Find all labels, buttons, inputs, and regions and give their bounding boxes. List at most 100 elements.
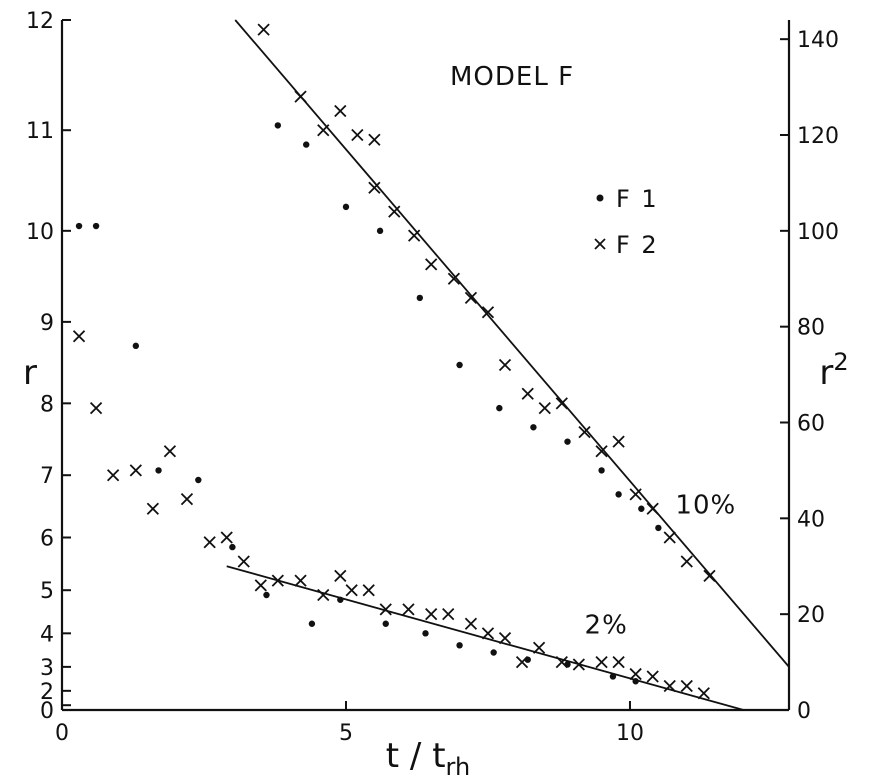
data-point-f2 xyxy=(464,617,478,630)
fit-line-10pct xyxy=(234,19,790,668)
data-point-f2 xyxy=(578,425,591,439)
data-point-f2 xyxy=(237,555,250,568)
data-point-f2 xyxy=(680,679,693,693)
y-left-tick-label: 6 xyxy=(40,527,54,552)
cross-stroke xyxy=(89,401,103,415)
y-right-tick-label: 120 xyxy=(797,124,839,149)
cross-stroke xyxy=(317,124,330,137)
data-point-f2 xyxy=(447,272,461,285)
fit-lines xyxy=(226,19,790,711)
annotation-label: 2% xyxy=(585,610,628,640)
data-point-f2 xyxy=(388,205,401,218)
data-point-f2 xyxy=(521,387,534,400)
cross-stroke xyxy=(351,128,364,142)
y-left-tick-label: 11 xyxy=(26,119,54,144)
data-point-f2 xyxy=(402,603,415,616)
cross-stroke xyxy=(254,579,267,592)
data-point-f1 xyxy=(416,294,424,302)
legend-label: F 2 xyxy=(616,231,659,259)
cross-stroke xyxy=(481,627,495,640)
data-point-f2 xyxy=(646,502,659,515)
cross-stroke xyxy=(220,531,233,544)
cross-stroke xyxy=(271,574,284,587)
data-point-f2 xyxy=(294,574,307,587)
data-point-f1 xyxy=(155,467,162,474)
data-point-f2 xyxy=(294,90,307,103)
y-left-tick-label: 8 xyxy=(40,392,54,417)
data-point-f2 xyxy=(464,291,478,305)
y-right-tick-label: 100 xyxy=(797,220,839,245)
cross-stroke xyxy=(345,584,358,597)
data-point-f2 xyxy=(89,401,103,415)
data-point-f2 xyxy=(163,445,177,458)
cross-stroke xyxy=(629,667,642,681)
cross-stroke xyxy=(368,181,381,194)
cross-stroke xyxy=(106,469,120,482)
data-point-f2 xyxy=(180,493,194,506)
data-point-f1 xyxy=(195,476,202,484)
cross-stroke xyxy=(646,502,659,515)
data-point-f2 xyxy=(106,469,120,482)
data-point-f2 xyxy=(351,128,364,142)
data-point-f2 xyxy=(362,584,375,597)
cross-stroke xyxy=(203,536,216,549)
y-axis-right-title: r2 xyxy=(819,348,848,393)
data-point-f1 xyxy=(615,491,622,498)
data-point-f2 xyxy=(368,181,381,194)
legend: F 1 F 2 xyxy=(594,185,659,259)
cross-stroke xyxy=(663,679,676,693)
data-point-f1 xyxy=(92,222,100,230)
data-point-f2 xyxy=(334,569,347,582)
data-point-f1 xyxy=(132,342,140,350)
cross-stroke xyxy=(294,574,307,587)
x-axis-title-sub: rh xyxy=(446,753,471,779)
y-right-tick-label: 0 xyxy=(797,699,811,724)
y-right-tick-label: 80 xyxy=(797,316,825,341)
data-point-f2 xyxy=(498,358,512,372)
data-point-f1 xyxy=(638,505,645,512)
y-left-tick-label: 9 xyxy=(40,311,54,336)
data-point-f2 xyxy=(203,536,216,549)
cross-stroke xyxy=(425,258,438,271)
data-point-f2 xyxy=(663,679,676,693)
cross-stroke xyxy=(555,655,568,669)
data-point-f1 xyxy=(609,673,617,680)
data-point-f2 xyxy=(254,579,267,592)
data-point-f2 xyxy=(379,603,392,616)
cross-stroke xyxy=(334,569,347,582)
x-tick-label: 0 xyxy=(55,721,69,746)
data-point-f2 xyxy=(646,670,659,683)
y-left-tick-label: 5 xyxy=(40,579,54,604)
data-point-f2 xyxy=(595,655,608,669)
cross-stroke xyxy=(532,641,546,654)
data-point-f1 xyxy=(376,227,384,235)
cross-stroke xyxy=(595,445,608,458)
cross-stroke xyxy=(388,205,401,218)
data-point-f1 xyxy=(308,620,316,627)
data-point-f1 xyxy=(456,642,463,649)
data-point-f1 xyxy=(564,438,571,445)
cross-stroke xyxy=(629,488,642,501)
cross-stroke xyxy=(294,90,307,103)
data-point-f2 xyxy=(220,531,233,544)
data-point-f2 xyxy=(481,627,495,640)
cross-stroke xyxy=(447,272,461,285)
y-left-tick-label: 10 xyxy=(26,220,54,245)
cross-stroke xyxy=(538,401,551,415)
x-tick-label: 10 xyxy=(616,721,644,746)
data-point-f2 xyxy=(498,631,512,645)
data-point-f2 xyxy=(425,258,438,271)
cross-stroke xyxy=(703,569,716,582)
data-point-f1 xyxy=(263,591,270,599)
cross-stroke xyxy=(498,358,512,372)
legend-marker-dot xyxy=(596,194,604,202)
cross-stroke xyxy=(612,435,625,448)
cross-stroke xyxy=(180,493,194,506)
data-point-f2 xyxy=(271,574,284,587)
y-axis-right-title-base: r xyxy=(819,353,833,393)
cross-stroke xyxy=(498,631,512,645)
x-axis-title-base: t / t xyxy=(386,736,446,776)
data-point-f1 xyxy=(422,630,429,637)
